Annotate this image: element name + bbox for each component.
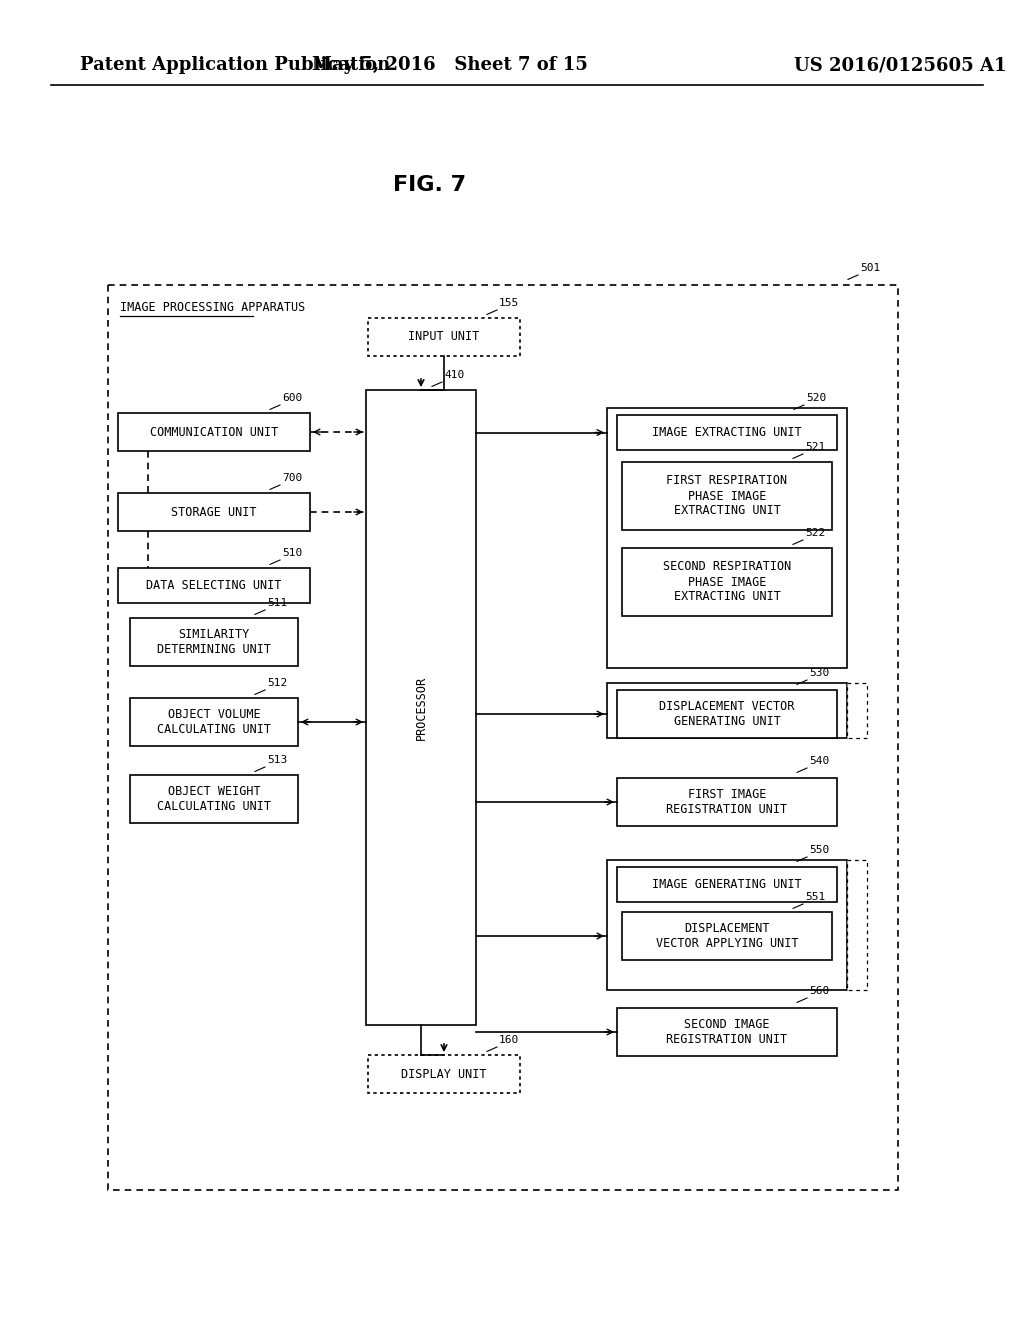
Bar <box>607 861 847 990</box>
Text: 155: 155 <box>499 298 519 308</box>
Bar <box>617 1008 837 1056</box>
Bar <box>108 285 898 1191</box>
Text: FIG. 7: FIG. 7 <box>393 176 467 195</box>
Text: SIMILARITY
DETERMINING UNIT: SIMILARITY DETERMINING UNIT <box>157 628 271 656</box>
Text: 501: 501 <box>860 263 881 273</box>
Bar <box>617 690 837 738</box>
Text: OBJECT WEIGHT
CALCULATING UNIT: OBJECT WEIGHT CALCULATING UNIT <box>157 785 271 813</box>
Bar <box>847 682 867 738</box>
Text: DISPLAY UNIT: DISPLAY UNIT <box>401 1068 486 1081</box>
Text: 513: 513 <box>267 755 288 766</box>
Text: 521: 521 <box>805 442 825 451</box>
Bar <box>607 682 847 738</box>
Text: 530: 530 <box>809 668 829 678</box>
Text: May 5, 2016   Sheet 7 of 15: May 5, 2016 Sheet 7 of 15 <box>312 55 588 74</box>
Text: DATA SELECTING UNIT: DATA SELECTING UNIT <box>146 579 282 591</box>
Text: STORAGE UNIT: STORAGE UNIT <box>171 506 257 519</box>
Text: DISPLACEMENT VECTOR
GENERATING UNIT: DISPLACEMENT VECTOR GENERATING UNIT <box>659 700 795 729</box>
Text: DISPLACEMENT
VECTOR APPLYING UNIT: DISPLACEMENT VECTOR APPLYING UNIT <box>655 921 799 950</box>
Bar <box>622 462 831 531</box>
Text: FIRST RESPIRATION
PHASE IMAGE
EXTRACTING UNIT: FIRST RESPIRATION PHASE IMAGE EXTRACTING… <box>667 474 787 517</box>
Bar <box>130 775 298 822</box>
Text: 410: 410 <box>444 370 464 380</box>
Text: OBJECT VOLUME
CALCULATING UNIT: OBJECT VOLUME CALCULATING UNIT <box>157 708 271 737</box>
Bar <box>118 568 310 603</box>
Bar <box>617 777 837 826</box>
Text: 520: 520 <box>806 393 826 403</box>
Bar <box>622 912 831 960</box>
Bar <box>622 548 831 616</box>
Text: IMAGE PROCESSING APPARATUS: IMAGE PROCESSING APPARATUS <box>120 301 305 314</box>
Bar <box>607 408 847 668</box>
Text: 550: 550 <box>809 845 829 855</box>
Bar <box>847 861 867 990</box>
Bar <box>118 413 310 451</box>
Text: PROCESSOR: PROCESSOR <box>415 676 427 739</box>
Text: INPUT UNIT: INPUT UNIT <box>409 330 479 343</box>
Text: 511: 511 <box>267 598 288 609</box>
Bar <box>118 492 310 531</box>
Text: SECOND RESPIRATION
PHASE IMAGE
EXTRACTING UNIT: SECOND RESPIRATION PHASE IMAGE EXTRACTIN… <box>663 561 792 603</box>
Bar <box>130 618 298 667</box>
Bar <box>368 1055 520 1093</box>
Text: US 2016/0125605 A1: US 2016/0125605 A1 <box>794 55 1007 74</box>
Text: 700: 700 <box>282 473 302 483</box>
Bar <box>617 414 837 450</box>
Text: SECOND IMAGE
REGISTRATION UNIT: SECOND IMAGE REGISTRATION UNIT <box>667 1018 787 1045</box>
Text: IMAGE EXTRACTING UNIT: IMAGE EXTRACTING UNIT <box>652 426 802 440</box>
Text: COMMUNICATION UNIT: COMMUNICATION UNIT <box>150 425 279 438</box>
Text: IMAGE GENERATING UNIT: IMAGE GENERATING UNIT <box>652 878 802 891</box>
Text: 600: 600 <box>282 393 302 403</box>
Text: 512: 512 <box>267 678 288 688</box>
Bar <box>130 698 298 746</box>
Bar <box>368 318 520 356</box>
Text: 560: 560 <box>809 986 829 997</box>
Text: 522: 522 <box>805 528 825 539</box>
Text: 160: 160 <box>499 1035 519 1045</box>
Bar <box>617 867 837 902</box>
Text: 540: 540 <box>809 756 829 766</box>
Text: FIRST IMAGE
REGISTRATION UNIT: FIRST IMAGE REGISTRATION UNIT <box>667 788 787 816</box>
Text: Patent Application Publication: Patent Application Publication <box>80 55 390 74</box>
Bar <box>366 389 476 1026</box>
Text: 510: 510 <box>282 548 302 558</box>
Text: 551: 551 <box>805 892 825 902</box>
